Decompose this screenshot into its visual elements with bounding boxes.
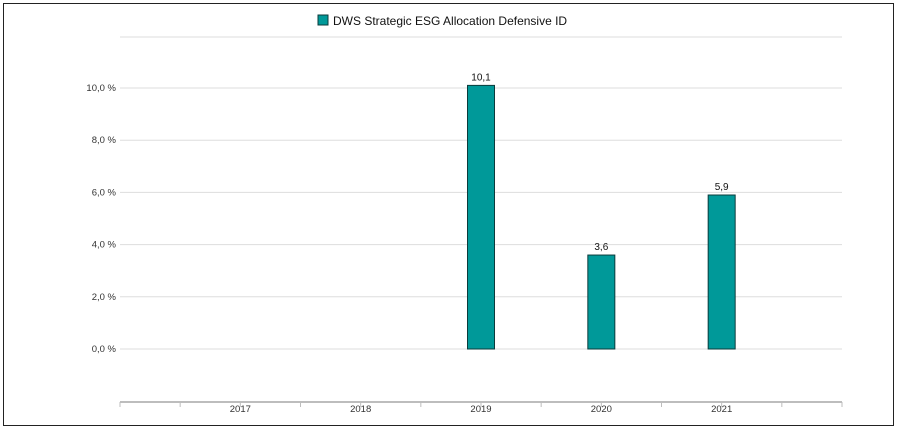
y-tick-label: 8,0 % (92, 135, 117, 146)
y-tick-label: 6,0 % (92, 187, 117, 198)
data-label: 3,6 (594, 242, 608, 253)
bar (587, 254, 616, 350)
data-label: 10,1 (471, 72, 491, 83)
x-tick-label: 2018 (350, 404, 371, 415)
y-tick-label: 4,0 % (92, 240, 117, 251)
y-axis: 0,0 % 2,0 % 4,0 % 6,0 % 8,0 % 10,0 % (86, 83, 116, 355)
data-label: 5,9 (715, 182, 729, 193)
chart-frame (3, 3, 894, 426)
bars (467, 84, 736, 350)
x-tick-label: 2020 (591, 404, 612, 415)
x-axis: 2017 2018 2019 2020 2021 (119, 401, 843, 415)
data-labels: 10,1 3,6 5,9 (471, 72, 729, 253)
y-tick-label: 2,0 % (92, 292, 117, 303)
x-tick-label: 2017 (230, 404, 251, 415)
legend-swatch (317, 14, 329, 26)
x-tick-label: 2019 (470, 404, 491, 415)
y-tick-label: 10,0 % (86, 83, 116, 94)
legend: DWS Strategic ESG Allocation Defensive I… (317, 14, 567, 28)
bar (467, 84, 495, 350)
legend-label: DWS Strategic ESG Allocation Defensive I… (333, 14, 567, 28)
x-tick-label: 2021 (711, 404, 732, 415)
y-tick-label: 0,0 % (92, 344, 117, 355)
bar (707, 194, 736, 350)
